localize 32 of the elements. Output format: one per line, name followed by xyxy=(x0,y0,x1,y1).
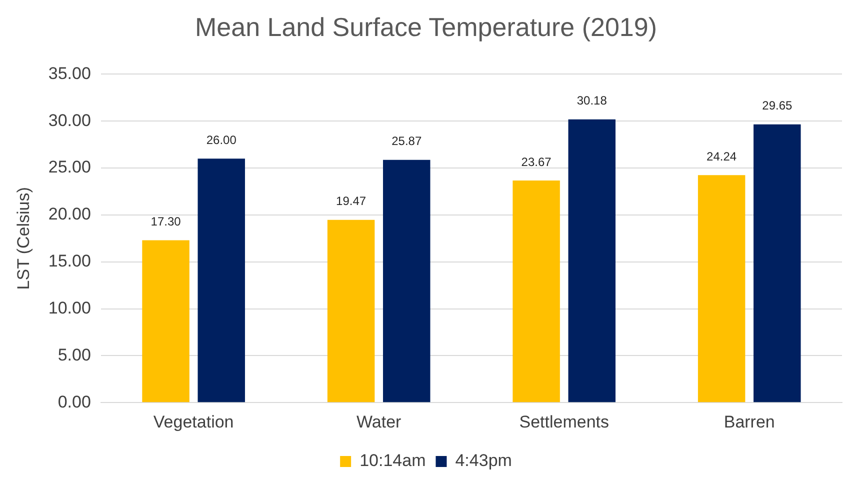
data-label: 29.65 xyxy=(762,98,792,113)
legend-label: 4:43pm xyxy=(455,451,512,470)
y-tick-label: 0.00 xyxy=(58,392,91,412)
data-label: 23.67 xyxy=(521,154,552,169)
y-axis-title: LST (Celsius) xyxy=(14,187,33,290)
x-tick-label: Water xyxy=(356,412,402,432)
bar xyxy=(142,240,190,402)
data-label: 25.87 xyxy=(392,134,422,148)
bar xyxy=(568,119,616,402)
y-tick-label: 25.00 xyxy=(48,158,91,177)
y-tick-label: 20.00 xyxy=(48,204,91,224)
y-tick-label: 15.00 xyxy=(48,252,91,271)
bar xyxy=(698,175,746,402)
y-tick-label: 10.00 xyxy=(48,298,91,318)
x-tick-label: Settlements xyxy=(519,412,609,432)
bar xyxy=(327,220,375,402)
y-tick-label: 5.00 xyxy=(58,345,91,364)
legend-label: 10:14am xyxy=(360,451,426,470)
data-label: 26.00 xyxy=(206,132,237,147)
chart-title: Mean Land Surface Temperature (2019) xyxy=(194,12,658,42)
bar xyxy=(383,160,430,402)
data-label: 17.30 xyxy=(150,214,182,229)
bar xyxy=(754,124,801,402)
y-tick-label: 30.00 xyxy=(48,110,91,130)
y-tick-label: 35.00 xyxy=(48,64,91,83)
data-label: 24.24 xyxy=(706,149,737,164)
x-tick-label: Barren xyxy=(724,412,775,432)
data-label: 30.18 xyxy=(576,94,608,108)
data-label: 19.47 xyxy=(336,194,366,208)
bar xyxy=(198,158,245,402)
x-tick-label: Vegetation xyxy=(153,412,234,432)
bar xyxy=(512,180,560,402)
